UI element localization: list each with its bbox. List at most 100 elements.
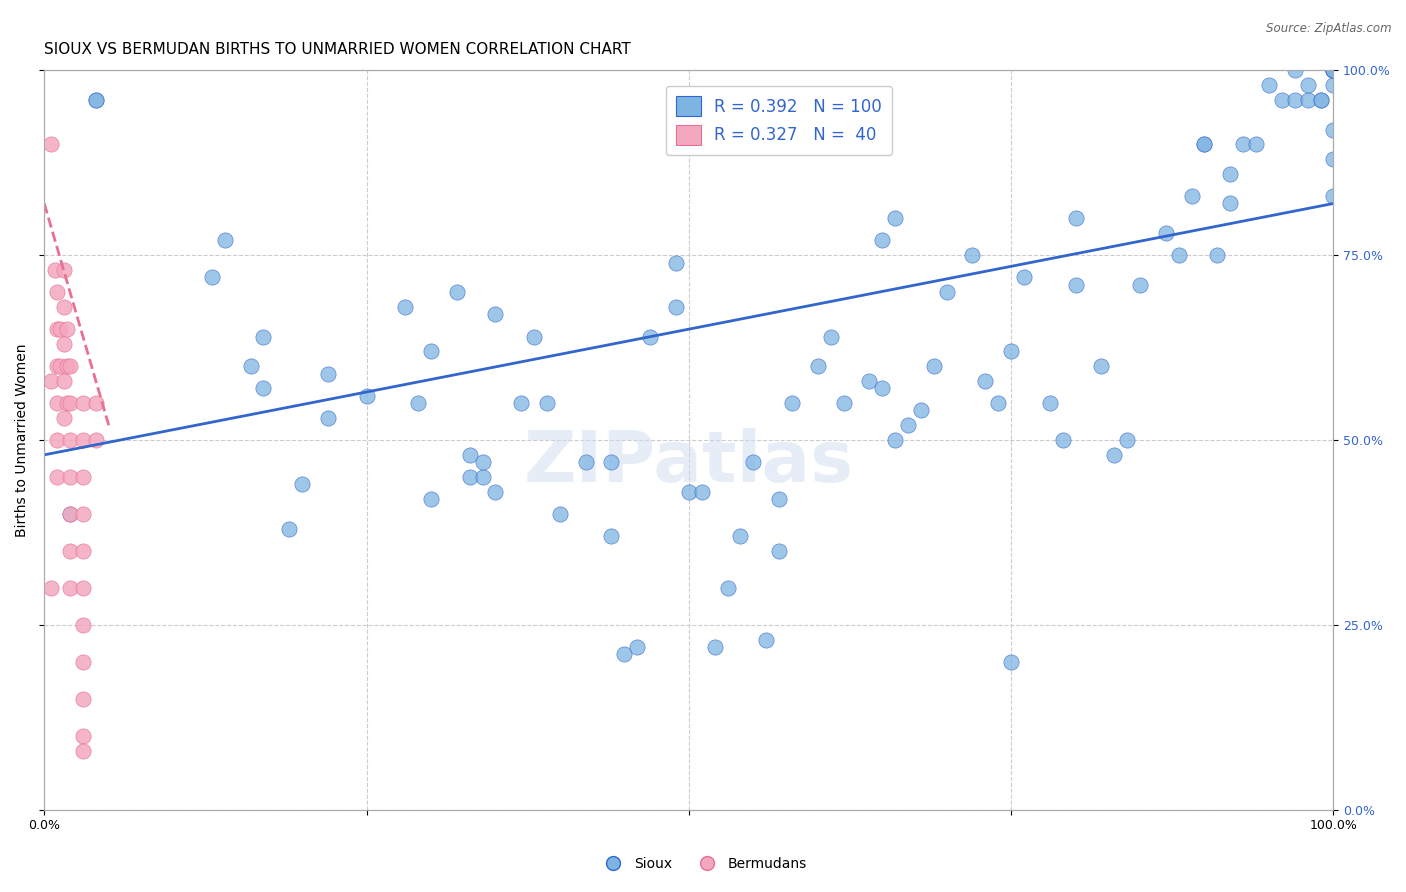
- Point: [678, 484, 700, 499]
- Point: [44, 263, 66, 277]
- Point: [1322, 78, 1344, 93]
- Point: [46, 396, 69, 410]
- Point: [52, 410, 75, 425]
- Text: Source: ZipAtlas.com: Source: ZipAtlas.com: [1267, 22, 1392, 36]
- Point: [974, 374, 997, 388]
- Legend: Sioux, Bermudans: Sioux, Bermudans: [593, 851, 813, 876]
- Point: [1129, 277, 1152, 292]
- Point: [201, 270, 224, 285]
- Y-axis label: Births to Unmarried Women: Births to Unmarried Women: [15, 343, 30, 537]
- Point: [72, 743, 94, 757]
- Point: [72, 729, 94, 743]
- Point: [72, 618, 94, 632]
- Point: [1116, 433, 1139, 447]
- Point: [755, 632, 778, 647]
- Point: [1052, 433, 1074, 447]
- Point: [1219, 196, 1241, 211]
- Point: [84, 396, 107, 410]
- Point: [897, 418, 920, 433]
- Point: [690, 484, 713, 499]
- Point: [626, 640, 648, 654]
- Point: [252, 381, 274, 395]
- Point: [420, 344, 443, 359]
- Point: [84, 433, 107, 447]
- Text: ZIPatlas: ZIPatlas: [524, 428, 853, 497]
- Point: [1322, 63, 1344, 78]
- Point: [72, 581, 94, 595]
- Point: [471, 455, 494, 469]
- Point: [316, 410, 339, 425]
- Point: [600, 455, 623, 469]
- Point: [780, 396, 803, 410]
- Point: [716, 581, 738, 595]
- Point: [252, 329, 274, 343]
- Point: [59, 544, 82, 558]
- Point: [59, 470, 82, 484]
- Point: [59, 359, 82, 373]
- Point: [536, 396, 558, 410]
- Point: [523, 329, 546, 343]
- Point: [832, 396, 855, 410]
- Point: [1219, 167, 1241, 181]
- Point: [870, 381, 893, 395]
- Point: [278, 522, 301, 536]
- Point: [356, 389, 378, 403]
- Point: [768, 492, 790, 507]
- Point: [239, 359, 262, 373]
- Point: [987, 396, 1010, 410]
- Point: [406, 396, 429, 410]
- Point: [72, 655, 94, 669]
- Point: [1102, 448, 1125, 462]
- Point: [72, 544, 94, 558]
- Point: [1322, 63, 1344, 78]
- Point: [742, 455, 765, 469]
- Point: [471, 470, 494, 484]
- Point: [48, 322, 70, 336]
- Point: [39, 137, 62, 152]
- Point: [1284, 93, 1306, 107]
- Point: [858, 374, 880, 388]
- Point: [72, 433, 94, 447]
- Legend: R = 0.392   N = 100, R = 0.327   N =  40: R = 0.392 N = 100, R = 0.327 N = 40: [666, 87, 893, 155]
- Point: [665, 255, 688, 269]
- Point: [638, 329, 661, 343]
- Point: [46, 359, 69, 373]
- Point: [72, 507, 94, 521]
- Point: [1090, 359, 1112, 373]
- Point: [72, 396, 94, 410]
- Point: [703, 640, 725, 654]
- Point: [458, 448, 481, 462]
- Point: [484, 307, 506, 321]
- Point: [394, 300, 416, 314]
- Point: [1232, 137, 1254, 152]
- Point: [1154, 226, 1177, 240]
- Point: [420, 492, 443, 507]
- Point: [1309, 93, 1331, 107]
- Point: [1284, 63, 1306, 78]
- Point: [665, 300, 688, 314]
- Point: [613, 648, 636, 662]
- Point: [1012, 270, 1035, 285]
- Point: [84, 93, 107, 107]
- Point: [1000, 655, 1022, 669]
- Point: [1194, 137, 1216, 152]
- Point: [1181, 189, 1204, 203]
- Point: [291, 477, 314, 491]
- Point: [510, 396, 533, 410]
- Point: [1244, 137, 1267, 152]
- Point: [72, 691, 94, 706]
- Point: [46, 285, 69, 300]
- Point: [935, 285, 957, 300]
- Point: [820, 329, 842, 343]
- Point: [548, 507, 571, 521]
- Point: [458, 470, 481, 484]
- Point: [59, 507, 82, 521]
- Point: [962, 248, 984, 262]
- Point: [59, 581, 82, 595]
- Point: [807, 359, 830, 373]
- Text: SIOUX VS BERMUDAN BIRTHS TO UNMARRIED WOMEN CORRELATION CHART: SIOUX VS BERMUDAN BIRTHS TO UNMARRIED WO…: [44, 42, 631, 57]
- Point: [72, 470, 94, 484]
- Point: [1271, 93, 1294, 107]
- Point: [1258, 78, 1281, 93]
- Point: [39, 581, 62, 595]
